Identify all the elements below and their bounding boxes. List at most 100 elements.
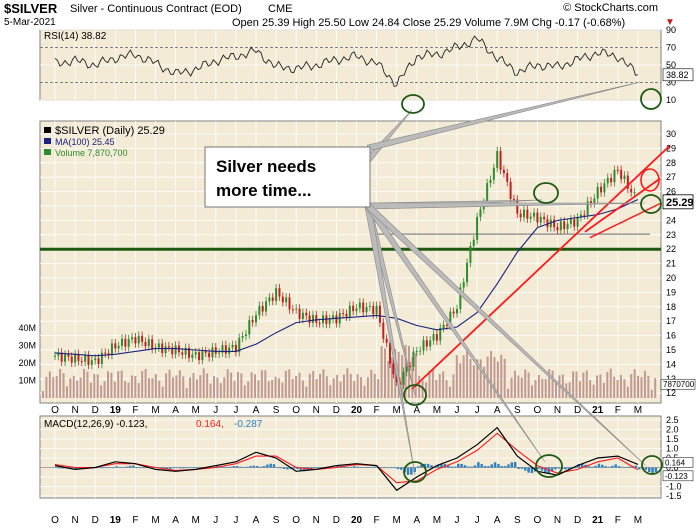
candle-body [224, 345, 227, 354]
macd-histogram-bar [410, 467, 413, 475]
macd-histogram-bar [105, 467, 108, 469]
candle-body [445, 324, 448, 326]
price-tick-label: 24 [666, 215, 676, 225]
volume-bar [124, 381, 127, 398]
candle-body [291, 309, 294, 311]
rsi-tick-label: 10 [666, 95, 676, 105]
price-value: 25.29 [666, 197, 694, 209]
candle-body [134, 337, 137, 344]
x-tick-label: O [534, 515, 542, 526]
volume-bar [616, 380, 619, 398]
macd-histogram-bar [118, 466, 122, 468]
candle-body [499, 151, 502, 170]
candle-body [57, 352, 60, 356]
volume-bar [558, 375, 561, 398]
volume-bar [216, 377, 219, 398]
candle-body [462, 282, 465, 288]
macd-histogram-bar [235, 466, 239, 468]
trend-line [589, 202, 662, 239]
volume-bar [141, 371, 144, 398]
macd-histogram-bar [483, 466, 487, 468]
volume-bar [106, 371, 109, 398]
price-tick-label: 20 [666, 273, 676, 283]
candle-body [167, 346, 170, 348]
volume-bar [438, 374, 441, 398]
volume-bar [599, 374, 602, 398]
volume-bar [360, 377, 363, 398]
price-tick-label: 26 [666, 187, 676, 197]
volume-bar [134, 375, 137, 398]
ohlc-readout: Open 25.39 High 25.50 Low 24.84 Close 25… [232, 17, 626, 29]
volume-bar [79, 377, 82, 398]
macd-histogram-bar [296, 467, 299, 469]
candle-body [429, 340, 432, 347]
volume-bar [568, 382, 571, 398]
x-tick-label: N [313, 515, 320, 526]
macd-histogram-bar [567, 467, 571, 469]
macd-histogram-bar [168, 467, 172, 469]
candle-body [553, 219, 556, 228]
volume-bar [414, 353, 417, 398]
candle-body [506, 173, 509, 182]
macd-histogram-bar [480, 464, 483, 468]
callout-line2: more time... [216, 181, 311, 200]
volume-bar [609, 368, 612, 398]
candle-body [87, 355, 90, 365]
macd-histogram-bar [580, 463, 584, 468]
candle-body [486, 183, 489, 203]
volume-bar [380, 346, 383, 398]
macd-histogram-bar [239, 466, 242, 468]
volume-bar [264, 370, 267, 398]
x-tick-label: O [51, 405, 59, 416]
candle-body [439, 327, 442, 341]
macd-histogram-bar [617, 466, 621, 468]
candle-body [234, 344, 237, 353]
candle-body [124, 338, 127, 347]
macd-histogram-bar [473, 465, 477, 468]
candle-body [127, 339, 130, 347]
macd-histogram-bar [537, 467, 540, 469]
volume-tick-label: 10M [18, 376, 36, 386]
candle-body [613, 169, 616, 183]
x-tick-label: J [213, 515, 218, 526]
volume-bar [100, 385, 103, 398]
macd-histogram-bar [446, 465, 450, 468]
candle-body [610, 177, 613, 183]
x-tick-label: J [455, 515, 460, 526]
macd-histogram-bar [71, 467, 75, 469]
volume-bar [373, 373, 376, 398]
candle-body [382, 322, 385, 339]
macd-histogram-bar [463, 465, 467, 468]
volume-bar [548, 369, 551, 398]
candle-body [285, 297, 288, 303]
x-tick-label: J [233, 515, 238, 526]
macd-histogram-bar [242, 467, 246, 468]
volume-bar [640, 377, 643, 398]
volume-bar [110, 372, 113, 398]
volume-bar [130, 375, 133, 398]
volume-bar [315, 378, 318, 398]
trend-line [411, 144, 671, 390]
volume-bar [555, 382, 557, 398]
volume-bar [158, 380, 161, 398]
macd-histogram-bar [460, 463, 463, 468]
x-tick-label: 19 [110, 515, 122, 526]
candle-body [231, 344, 234, 348]
x-tick-label: 21 [592, 515, 604, 526]
macd-histogram-bar [383, 467, 386, 469]
volume-bar [192, 373, 195, 398]
volume-bar [336, 374, 339, 398]
x-tick-label: M [634, 405, 642, 416]
macd-histogram-bar [215, 465, 219, 468]
macd-histogram-bar [343, 466, 346, 468]
candle-body [80, 361, 83, 363]
volume-bar [127, 382, 130, 398]
macd-histogram-bar [232, 466, 236, 468]
candle-body [469, 246, 472, 263]
macd-histogram-bar [316, 467, 319, 469]
volume-bar [366, 377, 369, 398]
x-tick-label: M [433, 515, 441, 526]
macd-histogram-bar [540, 467, 544, 471]
candle-body [318, 322, 321, 324]
volume-bar [401, 355, 404, 398]
